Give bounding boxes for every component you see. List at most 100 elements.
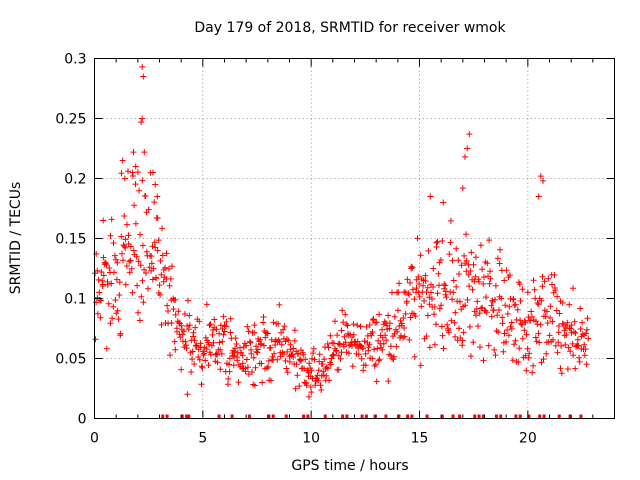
- data-point: [245, 371, 252, 378]
- data-point: [308, 367, 315, 374]
- data-point: [472, 254, 479, 261]
- data-point: [296, 383, 303, 390]
- data-point: [154, 215, 161, 222]
- data-point: [218, 350, 225, 357]
- data-point: [328, 355, 335, 362]
- data-point: [162, 264, 169, 271]
- data-point: [360, 367, 367, 374]
- data-point: [572, 330, 579, 336]
- data-point: [450, 289, 457, 296]
- data-point: [473, 312, 479, 319]
- x-tick-label: 0: [90, 431, 99, 447]
- data-point: [308, 389, 315, 396]
- data-point: [302, 356, 309, 363]
- data-point: [431, 311, 437, 318]
- data-point: [146, 264, 153, 271]
- data-point: [408, 263, 415, 270]
- data-point: [216, 339, 223, 346]
- data-point: [219, 338, 226, 345]
- data-point: [357, 323, 364, 330]
- data-point: [191, 361, 198, 367]
- data-point: [129, 289, 136, 296]
- data-point: [341, 333, 348, 340]
- data-point: [122, 281, 129, 288]
- data-point: [265, 357, 272, 364]
- data-point: [407, 279, 413, 286]
- data-point: [167, 275, 174, 282]
- data-point: [539, 273, 546, 280]
- data-point: [186, 322, 193, 329]
- data-point: [290, 345, 297, 352]
- data-point: [186, 312, 193, 319]
- data-point: [216, 330, 223, 337]
- data-point: [340, 319, 347, 326]
- data-point: [130, 173, 136, 179]
- data-point: [449, 257, 456, 264]
- data-point: [457, 298, 463, 305]
- x-tick-label: 20: [519, 431, 537, 447]
- data-point: [464, 296, 471, 303]
- data-point: [131, 202, 138, 209]
- data-point: [402, 310, 409, 317]
- data-point: [566, 325, 573, 332]
- data-point: [354, 322, 361, 329]
- data-point: [480, 280, 487, 287]
- data-point: [226, 361, 232, 368]
- data-point: [136, 317, 143, 324]
- data-point: [448, 317, 455, 324]
- data-point: [164, 302, 171, 309]
- data-point: [270, 319, 277, 326]
- data-point: [404, 276, 411, 283]
- data-point: [278, 341, 285, 348]
- data-point: [499, 314, 506, 321]
- data-point: [506, 272, 513, 279]
- data-point: [383, 337, 390, 344]
- data-point: [446, 251, 453, 258]
- data-point: [503, 338, 510, 345]
- data-point: [135, 309, 142, 316]
- data-point: [140, 299, 147, 306]
- data-point: [544, 308, 550, 315]
- data-point: [217, 346, 224, 353]
- data-point: [395, 307, 401, 314]
- data-point: [442, 282, 449, 289]
- data-point: [149, 243, 156, 250]
- data-point: [462, 153, 468, 160]
- data-point: [583, 361, 590, 368]
- data-point: [247, 339, 254, 346]
- data-point: [184, 391, 191, 398]
- data-point: [277, 353, 284, 360]
- data-point: [275, 320, 282, 327]
- data-point: [436, 305, 443, 312]
- data-point: [319, 361, 326, 367]
- data-point: [496, 307, 502, 313]
- data-point: [159, 225, 166, 232]
- data-point: [431, 304, 438, 310]
- data-point: [486, 237, 493, 244]
- data-point: [135, 258, 142, 265]
- data-point: [385, 378, 392, 385]
- data-point: [443, 294, 450, 301]
- data-point: [406, 291, 412, 298]
- data-point: [269, 353, 276, 360]
- data-point: [132, 220, 139, 227]
- data-point: [437, 257, 444, 263]
- data-point: [498, 295, 505, 302]
- data-point: [105, 300, 112, 307]
- data-point: [132, 181, 139, 188]
- data-point: [521, 327, 528, 334]
- data-point: [350, 331, 357, 338]
- data-point: [214, 351, 221, 358]
- data-point: [569, 340, 576, 347]
- data-point: [118, 233, 125, 240]
- data-point: [551, 272, 558, 278]
- data-point: [483, 294, 489, 301]
- data-point: [250, 354, 257, 361]
- data-point: [220, 313, 227, 320]
- data-point: [155, 237, 162, 244]
- data-point: [280, 351, 287, 357]
- data-point: [197, 340, 204, 347]
- data-point: [427, 193, 434, 200]
- data-point: [371, 346, 378, 353]
- data-point: [558, 370, 565, 377]
